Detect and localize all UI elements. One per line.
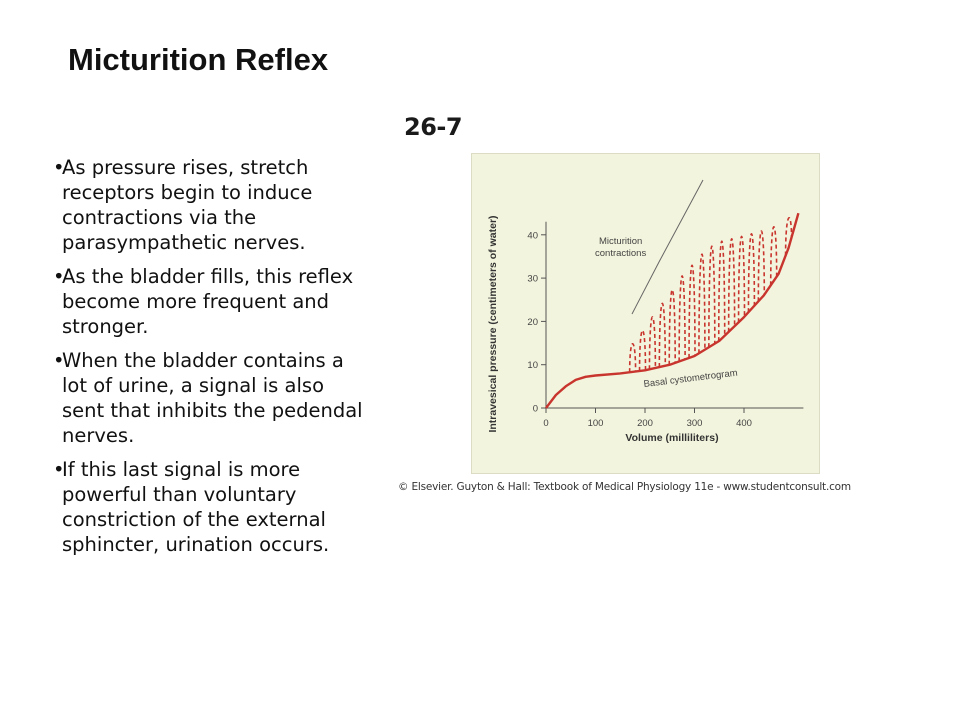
slide-title: Micturition Reflex <box>68 42 329 77</box>
contraction-spike <box>717 240 726 342</box>
contraction-spike <box>757 230 766 302</box>
contraction-spike <box>638 329 647 371</box>
contraction-spike <box>628 343 637 373</box>
contraction-spike <box>708 245 716 348</box>
contraction-spike <box>648 316 657 370</box>
contraction-spike <box>727 238 736 332</box>
bullet-item: • If this last signal is more powerful th… <box>53 457 365 557</box>
bullet-marker: • <box>53 458 65 481</box>
x-axis-label: Volume (milliliters) <box>625 432 718 444</box>
bullet-item: • As pressure rises, stretch receptors be… <box>53 155 365 255</box>
y-tick-label: 40 <box>527 230 538 241</box>
bullet-marker: • <box>53 156 65 179</box>
bullet-list: • As pressure rises, stretch receptors be… <box>53 155 365 566</box>
contraction-spike <box>668 289 676 365</box>
annotation-micturition-contractions: Micturition contractions <box>595 236 646 259</box>
figure-panel: Intravesical pressure (centimeters of wa… <box>471 153 820 474</box>
basal-cystometrogram-line <box>545 212 800 409</box>
bullet-item: • When the bladder contains a lot of urin… <box>53 348 365 448</box>
y-tick-label: 0 <box>533 404 538 415</box>
cystometrogram-chart: Intravesical pressure (centimeters of wa… <box>487 179 804 444</box>
x-tick-label: 400 <box>736 418 752 429</box>
bullet-item: • As the bladder fills, this reflex becom… <box>53 264 365 339</box>
y-tick-label: 10 <box>527 360 538 371</box>
y-axis-label: Intravesical pressure (centimeters of wa… <box>487 215 499 432</box>
contraction-spike <box>784 217 793 256</box>
bullet-text: As pressure rises, stretch receptors beg… <box>62 156 313 254</box>
contraction-spike <box>769 226 778 286</box>
figure-credit: © Elsevier. Guyton & Hall: Textbook of M… <box>398 481 851 493</box>
contraction-spike <box>678 275 686 362</box>
contraction-spike <box>747 233 756 313</box>
annotations: Micturition contractions Basal cystometrog… <box>595 179 738 390</box>
annotation-line: Micturition <box>599 236 642 247</box>
x-tick-label: 300 <box>687 418 703 429</box>
bullet-marker: • <box>53 265 65 288</box>
x-tick-label: 200 <box>637 418 653 429</box>
y-tick-label: 20 <box>527 317 538 328</box>
annotation-bracket <box>631 179 704 315</box>
annotation-line: contractions <box>595 248 646 259</box>
bullet-marker: • <box>53 349 65 372</box>
bullet-text: As the bladder fills, this reflex become… <box>62 265 354 338</box>
x-tick-label: 100 <box>588 418 604 429</box>
contraction-spike <box>698 253 706 354</box>
x-tick-label: 0 <box>543 418 548 429</box>
contraction-spike <box>658 302 667 368</box>
contraction-spike <box>737 235 746 323</box>
annotation-basal-cystometrogram: Basal cystometrogram <box>643 368 738 390</box>
bullet-text: If this last signal is more powerful tha… <box>62 458 330 556</box>
figure-number: 26-7 <box>404 113 463 141</box>
plot-area <box>545 212 800 409</box>
contraction-spike <box>688 264 696 358</box>
y-tick-label: 30 <box>527 274 538 285</box>
bullet-text: When the bladder contains a lot of urine… <box>62 349 363 447</box>
